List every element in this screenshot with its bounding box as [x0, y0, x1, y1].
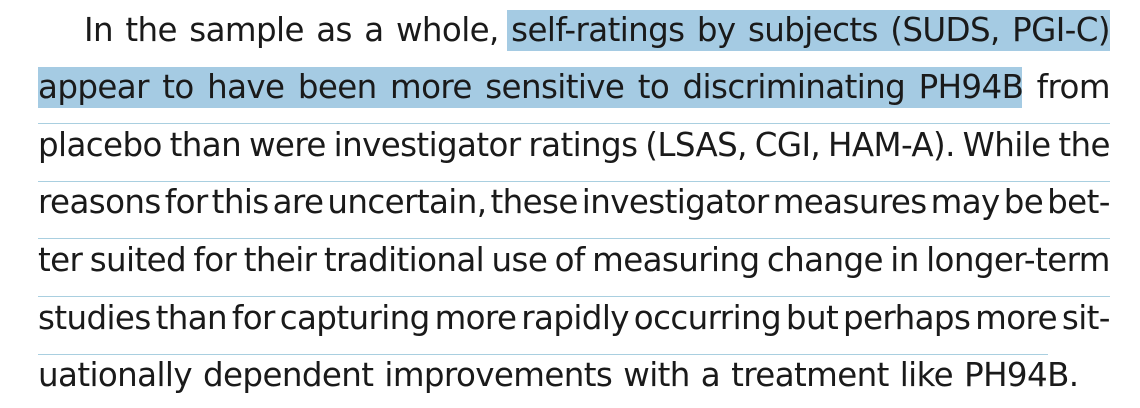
word: whole, [395, 11, 499, 49]
line-rule-1 [38, 123, 1110, 124]
word: of [554, 241, 586, 279]
line-rule-4 [38, 296, 1110, 297]
word: investigator [581, 183, 770, 221]
word: HAM-A). [828, 126, 955, 164]
word: studies [38, 299, 151, 337]
word: from [1036, 68, 1111, 106]
highlighted-word: been [297, 68, 377, 106]
line-rule-2 [38, 181, 1110, 182]
word: ratings [528, 126, 638, 164]
word: measures [772, 183, 927, 221]
word: While [962, 126, 1051, 164]
word: for [193, 241, 237, 279]
highlighted-word: subjects [747, 11, 879, 49]
word: dependent [202, 356, 374, 394]
word: PH94B. [964, 356, 1079, 394]
word: improvements [384, 356, 613, 394]
word: change [766, 241, 884, 279]
paragraph-line-7: uationally dependent improvements with a… [38, 346, 1110, 404]
word: (LSAS, [645, 126, 747, 164]
word: suited [89, 241, 187, 279]
highlighted-word: self-ratings [511, 11, 685, 49]
word: as [316, 11, 352, 49]
paragraph-line-5: ter suited for their traditional use of … [38, 231, 1110, 289]
line-rule-5 [38, 354, 1048, 355]
word: this [211, 183, 270, 221]
paragraph-line-4: reasons for this are uncertain, these in… [38, 173, 1110, 231]
word: with [623, 356, 690, 394]
word: investigator [333, 126, 522, 164]
word: sample [189, 11, 304, 49]
word: more [975, 299, 1057, 337]
word: a [700, 356, 721, 394]
highlighted-word: to [637, 68, 670, 106]
word: than [155, 299, 228, 337]
word: capturing [279, 299, 431, 337]
text-highlight-line-2 [38, 67, 1022, 108]
paragraph-line-3: placebo than were investigator ratings (… [38, 116, 1110, 174]
word: sit- [1061, 299, 1111, 337]
word: for [231, 299, 275, 337]
word: In [84, 11, 114, 49]
word: the [125, 11, 177, 49]
word: perhaps [842, 299, 971, 337]
word: use [491, 241, 548, 279]
word: may [930, 183, 1001, 221]
highlighted-word: by [696, 11, 736, 49]
word: ter [38, 241, 83, 279]
word: a [364, 11, 384, 49]
highlighted-word: to [162, 68, 194, 106]
word: traditional [323, 241, 485, 279]
word: rapidly [521, 299, 629, 337]
text-highlight-line-1 [507, 10, 1110, 51]
word: uationally [38, 356, 193, 394]
word: but [785, 299, 839, 337]
paragraph-line-6: studies than for capturing more rapidly … [38, 289, 1111, 347]
word: than [169, 126, 242, 164]
word: in [890, 241, 919, 279]
word: were [248, 126, 326, 164]
word: longer-term [926, 241, 1110, 279]
word: occurring [633, 299, 782, 337]
word: these [490, 183, 578, 221]
paragraph-line-2: appear to have been more sensitive to di… [38, 58, 1111, 116]
highlighted-word: PGI-C) [1012, 11, 1110, 49]
word: measuring [592, 241, 760, 279]
word: uncertain, [327, 183, 487, 221]
word: for [164, 183, 208, 221]
word: are [272, 183, 324, 221]
highlighted-word: sensitive [485, 68, 625, 106]
line-rule-3 [38, 238, 1110, 239]
word: the [1058, 126, 1110, 164]
highlighted-word: more [390, 68, 472, 106]
highlighted-word: have [207, 68, 285, 106]
highlighted-word: PH94B [918, 68, 1024, 106]
word: placebo [38, 126, 162, 164]
paragraph-line-1: In the sample as a whole, self-ratings b… [84, 1, 1111, 59]
highlighted-word: (SUDS, [890, 11, 1000, 49]
word: more [434, 299, 517, 337]
word: their [243, 241, 317, 279]
word: like [899, 356, 954, 394]
highlighted-word: discriminating [682, 68, 906, 106]
word: bet- [1047, 183, 1110, 221]
word: be [1003, 183, 1044, 221]
word: CGI, [754, 126, 821, 164]
word: reasons [38, 183, 161, 221]
highlighted-word: appear [38, 68, 149, 106]
word: treatment [731, 356, 889, 394]
